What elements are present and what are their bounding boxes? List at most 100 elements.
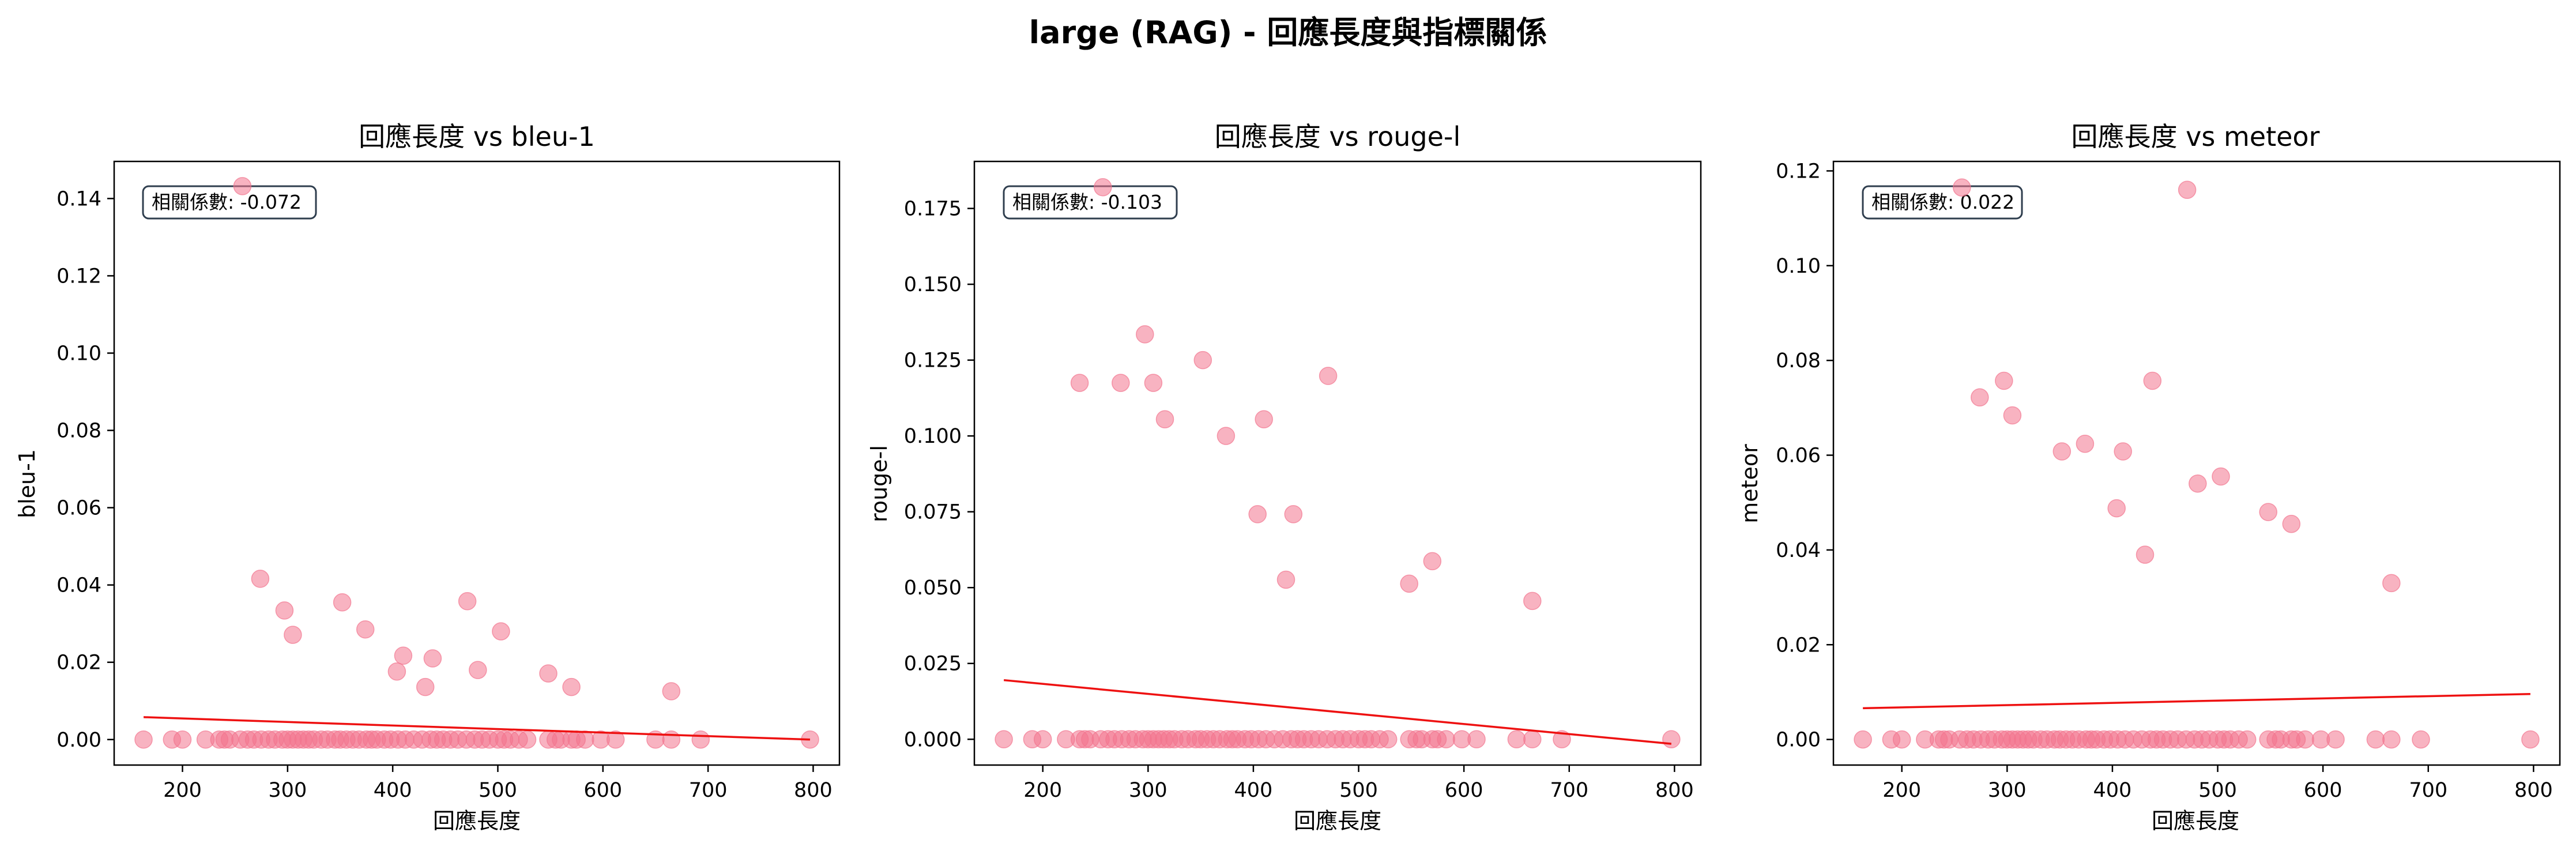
y-tick-label: 0.06 xyxy=(57,497,101,520)
subplot-meteor: 回應長度 vs meteor 回應長度 meteor 相關係數: 0.022 2… xyxy=(1737,121,2561,834)
scatter-point xyxy=(356,620,375,639)
scatter-point xyxy=(1523,730,1542,749)
y-tick-label: 0.08 xyxy=(1776,349,1821,372)
scatter-point xyxy=(1523,592,1542,611)
scatter-point xyxy=(387,662,406,681)
scatter-point xyxy=(2178,180,2197,199)
scatter-point xyxy=(576,730,594,749)
scatter-point xyxy=(2259,503,2277,521)
x-axis-label: 回應長度 xyxy=(433,808,521,834)
scatter-point xyxy=(1248,505,1267,523)
scatter-point xyxy=(251,570,270,588)
y-axis-label: bleu-1 xyxy=(14,449,40,518)
scatter-point xyxy=(1255,410,1273,428)
scatter-point xyxy=(458,592,477,611)
scatter-point xyxy=(416,677,435,696)
scatter-point xyxy=(423,649,442,668)
x-axis-label: 回應長度 xyxy=(2152,808,2239,834)
x-tick-label: 700 xyxy=(2409,779,2447,802)
scatter-point xyxy=(1507,730,1526,749)
scatter-point xyxy=(1553,730,1571,749)
scatter-point xyxy=(2076,435,2095,453)
x-tick-label: 300 xyxy=(1129,779,1168,802)
y-tick-label: 0.14 xyxy=(57,187,101,210)
y-tick-label: 0.10 xyxy=(1776,255,1821,278)
scatter-point xyxy=(2212,467,2230,486)
correlation-box xyxy=(1862,185,2023,220)
plot-area: 200 300 400 500 600 700 800 0.00 0.02 0.04 0.06 0.0… xyxy=(57,160,841,802)
y-tick-label: 0.00 xyxy=(1776,729,1821,752)
scatter-point xyxy=(2521,730,2540,749)
plot-area: 200 300 400 500 600 700 800 0.00 0.02 0.04 0.06 0.0… xyxy=(1776,160,2561,802)
subplot-title: 回應長度 vs rouge-l xyxy=(1215,121,1461,152)
correlation-label: 相關係數: 0.022 xyxy=(1871,191,2014,213)
scatter-point xyxy=(2412,730,2430,749)
scatter-point xyxy=(662,730,681,749)
scatter-point xyxy=(275,601,294,620)
axes-frame xyxy=(973,160,1702,766)
scatter-points xyxy=(134,177,819,749)
scatter-point xyxy=(1953,178,1971,197)
x-tick-label: 200 xyxy=(1023,779,1062,802)
scatter-point xyxy=(1136,325,1154,344)
x-tick-label: 700 xyxy=(1550,779,1588,802)
plot-area: 200 300 400 500 600 700 800 0.000 0.025 0.050 0.07… xyxy=(904,160,1702,802)
scatter-point xyxy=(2282,514,2301,533)
correlation-box xyxy=(1003,185,1178,220)
scatter-point xyxy=(1284,505,1303,523)
scatter-point xyxy=(1995,371,2013,390)
trend-line xyxy=(1863,692,2530,710)
y-tick-label: 0.025 xyxy=(904,653,962,676)
scatter-point xyxy=(1400,574,1418,593)
scatter-point xyxy=(1854,730,1872,749)
scatter-point xyxy=(562,677,581,696)
scatter-point xyxy=(1662,730,1681,749)
scatter-point xyxy=(2136,545,2155,564)
scatter-point xyxy=(1437,730,1455,749)
y-tick-label: 0.175 xyxy=(904,198,962,221)
scatter-point xyxy=(1467,730,1486,749)
trend-line xyxy=(1003,679,1672,745)
subplot-bleu-1: 回應長度 vs bleu-1 回應長度 bleu-1 相關係數: -0.072 … xyxy=(14,121,841,834)
scatter-point xyxy=(233,177,252,195)
scatter-point xyxy=(1144,374,1163,392)
scatter-point xyxy=(2366,730,2385,749)
scatter-point xyxy=(539,664,558,683)
scatter-point xyxy=(2326,730,2345,749)
scatter-point xyxy=(1193,351,1212,370)
scatter-point xyxy=(691,730,710,749)
correlation-box xyxy=(142,185,317,220)
scatter-point xyxy=(2189,474,2207,493)
x-tick-label: 500 xyxy=(2198,779,2237,802)
scatter-point xyxy=(1094,178,1112,197)
trend-line xyxy=(143,716,811,741)
axes-frame xyxy=(113,160,841,766)
y-tick-label: 0.12 xyxy=(1776,160,1821,183)
y-tick-label: 0.125 xyxy=(904,349,962,372)
scatter-point xyxy=(518,730,537,749)
scatter-point xyxy=(606,730,625,749)
figure-title: large (RAG) - 回應長度與指標關係 xyxy=(1029,14,1547,51)
y-tick-label: 0.02 xyxy=(57,651,101,675)
subplot-title: 回應長度 vs bleu-1 xyxy=(359,121,595,152)
scatter-point xyxy=(2052,442,2072,461)
x-tick-label: 200 xyxy=(1882,779,1921,802)
scatter-point xyxy=(2003,406,2022,425)
scatter-point xyxy=(333,593,352,612)
x-tick-label: 600 xyxy=(583,779,622,802)
scatter-point xyxy=(1033,730,1052,749)
scatter-point xyxy=(1112,374,1130,392)
x-tick-label: 400 xyxy=(1234,779,1273,802)
y-tick-label: 0.075 xyxy=(904,501,962,524)
scatter-point xyxy=(469,661,487,679)
scatter-point xyxy=(995,730,1013,749)
y-tick-label: 0.06 xyxy=(1776,445,1821,468)
y-axis-label: rouge-l xyxy=(867,445,892,522)
x-tick-label: 800 xyxy=(2514,779,2553,802)
x-tick-label: 700 xyxy=(689,779,728,802)
scatter-point xyxy=(1070,374,1089,392)
x-axis-label: 回應長度 xyxy=(1294,808,1381,834)
scatter-point xyxy=(1217,427,1236,445)
